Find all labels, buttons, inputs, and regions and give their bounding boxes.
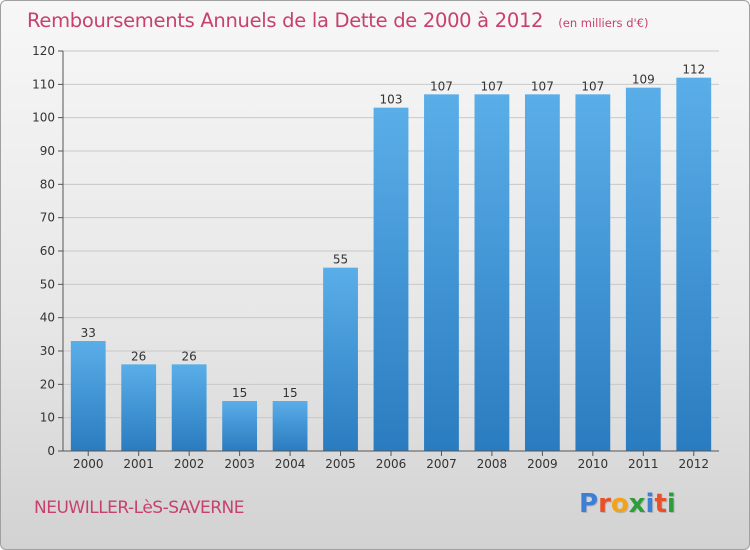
x-tick-label-2004: 2004 <box>275 457 306 471</box>
x-tick-label-2010: 2010 <box>578 457 609 471</box>
data-label-2011: 109 <box>632 73 655 87</box>
x-tick-label-2009: 2009 <box>527 457 558 471</box>
bars: 33 26 26 15 15 55 103 107 107 107 107 109 112 <box>70 63 712 452</box>
logo-letter: i <box>645 489 655 519</box>
data-label-2012: 112 <box>682 63 705 77</box>
data-label-2010: 107 <box>581 79 604 93</box>
y-tick-label: 120 <box>32 44 55 58</box>
data-label-2002: 26 <box>182 349 197 363</box>
bar-2010 <box>575 94 611 451</box>
y-tick-label: 20 <box>40 377 55 391</box>
chart-unit-note: (en milliers d'€) <box>558 16 649 30</box>
bar-2003 <box>222 401 258 451</box>
data-label-2003: 15 <box>232 386 247 400</box>
y-tick-label: 80 <box>40 177 55 191</box>
bar-2000 <box>70 341 106 451</box>
proxiti-logo: Proxiti <box>579 489 676 519</box>
bar-2002 <box>171 364 207 451</box>
x-tick-label-2012: 2012 <box>678 457 709 471</box>
data-label-2006: 103 <box>380 93 403 107</box>
x-tick-label-2000: 2000 <box>73 457 104 471</box>
y-tick-label: 90 <box>40 144 55 158</box>
y-tick-label: 10 <box>40 411 55 425</box>
data-label-2001: 26 <box>131 349 146 363</box>
bar-2004 <box>272 401 308 451</box>
x-tick-label-2002: 2002 <box>174 457 205 471</box>
x-tick-label-2005: 2005 <box>325 457 356 471</box>
logo-letter: x <box>628 489 646 519</box>
bar-2008 <box>474 94 510 451</box>
y-tick-label: 110 <box>32 77 55 91</box>
logo-letter: t <box>654 489 667 519</box>
y-tick-label: 40 <box>40 311 55 325</box>
bar-2009 <box>524 94 560 451</box>
bar-2001 <box>121 364 157 451</box>
x-tick-label-2007: 2007 <box>426 457 457 471</box>
y-tick-label: 30 <box>40 344 55 358</box>
title-row: Remboursements Annuels de la Dette de 20… <box>27 9 648 32</box>
bar-2007 <box>424 94 459 451</box>
logo-letter: P <box>579 489 599 519</box>
bar-2011 <box>625 87 661 452</box>
y-tick-label: 50 <box>40 277 55 291</box>
x-tick-label-2006: 2006 <box>376 457 407 471</box>
axes: 0 10 20 30 40 50 60 70 80 90 100 110 120 2000 2001 2002… <box>32 44 719 471</box>
y-tick-label: 70 <box>40 211 55 225</box>
bar-2006 <box>373 107 409 452</box>
data-label-2007: 107 <box>430 79 453 93</box>
x-tick-label-2008: 2008 <box>477 457 508 471</box>
y-tick-label: 0 <box>47 444 55 458</box>
data-label-2009: 107 <box>531 79 554 93</box>
logo-letter: r <box>598 489 611 519</box>
x-tick-label-2011: 2011 <box>628 457 659 471</box>
x-tick-label-2001: 2001 <box>123 457 154 471</box>
logo-letter: i <box>666 489 676 519</box>
data-label-2005: 55 <box>333 253 348 267</box>
y-tick-label: 60 <box>40 244 55 258</box>
data-label-2008: 107 <box>480 79 503 93</box>
y-tick-label: 100 <box>32 111 55 125</box>
logo-letter: o <box>610 489 629 519</box>
bar-2005 <box>323 267 358 451</box>
data-label-2000: 33 <box>81 326 96 340</box>
bar-2012 <box>676 77 712 452</box>
chart-title: Remboursements Annuels de la Dette de 20… <box>27 9 544 32</box>
commune-name: NEUWILLER-LèS-SAVERNE <box>34 498 245 518</box>
data-label-2004: 15 <box>282 386 297 400</box>
x-tick-label-2003: 2003 <box>224 457 255 471</box>
